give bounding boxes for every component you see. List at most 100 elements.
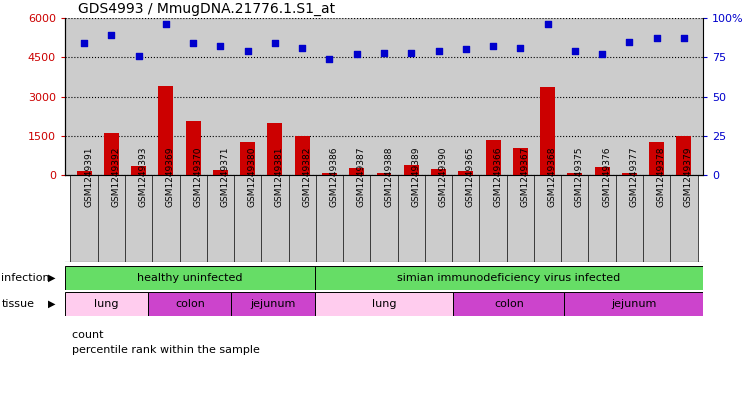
Text: GSM1249370: GSM1249370 (193, 147, 202, 207)
Point (405, 50, 417, 56)
Bar (431, 169, 446, 175)
Text: colon: colon (175, 299, 205, 309)
Text: count: count (65, 330, 103, 340)
Bar (295, 136, 310, 175)
Bar (616, 175, 643, 262)
Point (542, 21, 554, 28)
Text: GSM1249378: GSM1249378 (657, 147, 666, 207)
Point (132, 53, 144, 59)
Bar (507, 175, 534, 262)
Text: infection: infection (1, 273, 50, 283)
Text: GSM1249376: GSM1249376 (602, 147, 611, 207)
Bar (561, 175, 589, 262)
Text: GSM1249369: GSM1249369 (166, 147, 175, 207)
Point (487, 43, 499, 50)
Bar (594, 167, 609, 175)
Text: GSM1249381: GSM1249381 (275, 147, 284, 207)
Bar (622, 173, 637, 175)
Bar (458, 171, 473, 175)
Point (242, 48, 254, 54)
Point (623, 39, 635, 45)
Bar (650, 141, 664, 175)
Text: GSM1249389: GSM1249389 (411, 147, 420, 207)
Bar (261, 175, 289, 262)
Text: jejunum: jejunum (250, 299, 295, 309)
Text: GSM1249393: GSM1249393 (138, 147, 147, 207)
Text: GSM1249390: GSM1249390 (438, 147, 448, 207)
Bar (267, 123, 283, 175)
Point (569, 48, 581, 54)
Bar (371, 175, 397, 262)
Point (432, 48, 444, 54)
Bar (316, 175, 343, 262)
Text: GSM1249371: GSM1249371 (220, 147, 229, 207)
Bar (322, 173, 337, 175)
Point (596, 51, 608, 57)
Bar (148, 292, 231, 316)
Point (514, 45, 526, 51)
Bar (568, 173, 583, 175)
Text: GSM1249379: GSM1249379 (684, 147, 693, 207)
Text: GSM1249380: GSM1249380 (248, 147, 257, 207)
Bar (179, 175, 207, 262)
Text: simian immunodeficiency virus infected: simian immunodeficiency virus infected (397, 273, 620, 283)
Bar (186, 121, 201, 175)
Point (214, 43, 226, 50)
Text: jejunum: jejunum (611, 299, 656, 309)
Bar (240, 142, 255, 175)
Point (678, 35, 690, 42)
Text: GSM1249382: GSM1249382 (302, 147, 311, 207)
Bar (397, 175, 425, 262)
Bar (213, 170, 228, 175)
Text: GSM1249368: GSM1249368 (548, 147, 557, 207)
Bar (131, 166, 146, 175)
Text: tissue: tissue (1, 299, 34, 309)
Text: GSM1249391: GSM1249391 (84, 147, 93, 207)
Text: colon: colon (494, 299, 524, 309)
Bar (77, 171, 92, 175)
Text: GDS4993 / MmugDNA.21776.1.S1_at: GDS4993 / MmugDNA.21776.1.S1_at (78, 2, 335, 16)
Bar (404, 165, 419, 175)
Text: GSM1249365: GSM1249365 (466, 147, 475, 207)
Bar (376, 173, 391, 175)
Bar (479, 175, 507, 262)
Bar (65, 266, 315, 290)
Text: ▶: ▶ (48, 273, 56, 283)
Bar (452, 175, 479, 262)
Bar (670, 175, 698, 262)
Point (324, 56, 336, 62)
Bar (315, 266, 703, 290)
Bar (104, 133, 119, 175)
Bar (425, 175, 452, 262)
Bar (315, 292, 453, 316)
Bar (513, 147, 527, 175)
Bar (234, 175, 261, 262)
Bar (231, 292, 315, 316)
Text: GSM1249377: GSM1249377 (629, 147, 638, 207)
Point (160, 21, 172, 28)
Text: GSM1249366: GSM1249366 (493, 147, 502, 207)
Bar (676, 136, 691, 175)
Point (350, 51, 362, 57)
Bar (125, 175, 153, 262)
Text: GSM1249388: GSM1249388 (384, 147, 393, 207)
Text: lung: lung (94, 299, 119, 309)
Text: GSM1249392: GSM1249392 (112, 147, 121, 207)
Bar (564, 292, 703, 316)
Text: GSM1249375: GSM1249375 (575, 147, 584, 207)
Point (651, 35, 663, 42)
Point (269, 40, 281, 46)
Bar (540, 86, 555, 175)
Bar (534, 175, 561, 262)
Bar (97, 175, 125, 262)
Text: percentile rank within the sample: percentile rank within the sample (65, 345, 260, 355)
Bar (158, 86, 173, 175)
Point (78, 40, 90, 46)
Bar (289, 175, 316, 262)
Bar (643, 175, 670, 262)
Bar (153, 175, 179, 262)
Point (106, 32, 118, 39)
Bar (207, 175, 234, 262)
Point (378, 50, 390, 56)
Bar (65, 292, 148, 316)
